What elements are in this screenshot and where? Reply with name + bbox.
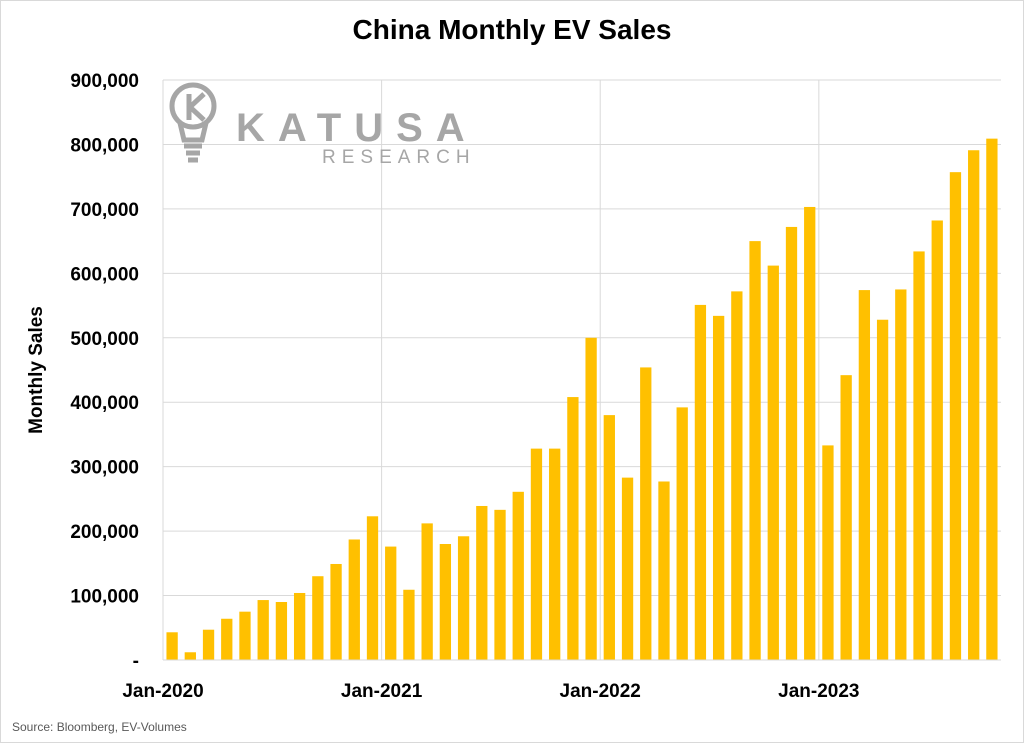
bar — [476, 505, 488, 660]
source-note: Source: Bloomberg, EV-Volumes — [12, 720, 187, 734]
bar — [676, 407, 688, 660]
katusa-watermark: KATUSA RESEARCH — [169, 82, 478, 168]
y-tick-label: 400,000 — [70, 393, 139, 414]
lightbulb-k-icon — [169, 82, 217, 163]
y-tick-label: 900,000 — [70, 71, 139, 92]
bar — [293, 592, 306, 660]
y-tick-label: 500,000 — [70, 329, 139, 350]
x-tick-label: Jan-2021 — [341, 681, 423, 702]
bar — [986, 138, 998, 661]
bar — [895, 289, 907, 660]
bar — [658, 481, 670, 660]
x-tick-label: Jan-2020 — [122, 681, 203, 702]
bar — [312, 576, 324, 660]
bar — [257, 600, 269, 660]
bar — [767, 265, 779, 660]
watermark-name: KATUSA — [236, 106, 478, 150]
bar — [275, 602, 288, 660]
bar — [457, 536, 470, 660]
bar — [731, 291, 743, 660]
bar — [913, 251, 925, 660]
bar — [712, 315, 725, 660]
bar — [221, 618, 233, 660]
bar — [166, 632, 178, 660]
y-axis-title: Monthly Sales — [26, 306, 47, 434]
bar — [239, 611, 251, 660]
x-axis-ticks: Jan-2020 Jan-2021 Jan-2022 Jan-2023 — [122, 681, 859, 702]
bar — [968, 150, 980, 660]
bar — [785, 226, 798, 660]
bars — [166, 138, 998, 661]
y-tick-label: 100,000 — [70, 587, 139, 608]
bar — [403, 589, 415, 660]
bar — [840, 375, 852, 660]
bar — [822, 445, 834, 660]
y-tick-label: 600,000 — [70, 264, 139, 285]
bar — [949, 172, 962, 660]
bar — [439, 544, 452, 660]
bar — [603, 415, 615, 660]
bar — [694, 304, 707, 660]
bar — [567, 397, 579, 660]
bar — [366, 516, 379, 660]
y-tick-label: 300,000 — [70, 458, 139, 479]
y-axis-ticks: - 100,000 200,000 300,000 400,000 500,000 600,… — [70, 71, 139, 672]
y-tick-label: 200,000 — [70, 522, 139, 543]
y-tick-label: - — [133, 651, 139, 672]
bar — [585, 337, 597, 660]
bar — [876, 319, 889, 660]
y-tick-label: 800,000 — [70, 135, 139, 156]
bar — [749, 241, 761, 660]
bar — [621, 477, 634, 660]
bar — [804, 206, 816, 660]
y-tick-label: 700,000 — [70, 200, 139, 221]
bar — [549, 448, 561, 660]
bar — [858, 290, 871, 660]
bar — [931, 220, 943, 660]
bar — [330, 563, 342, 660]
x-tick-label: Jan-2022 — [560, 681, 641, 702]
bar — [184, 652, 196, 660]
x-tick-label: Jan-2023 — [778, 681, 859, 702]
gridlines — [162, 79, 1001, 660]
chart-title: China Monthly EV Sales — [352, 14, 672, 45]
bar — [421, 523, 433, 660]
bar — [385, 546, 397, 660]
bar — [512, 491, 524, 660]
bar — [530, 448, 543, 660]
bar — [494, 509, 506, 660]
bar — [348, 539, 360, 660]
bar — [202, 629, 215, 660]
watermark-subtitle: RESEARCH — [322, 147, 476, 168]
bar — [640, 367, 652, 660]
